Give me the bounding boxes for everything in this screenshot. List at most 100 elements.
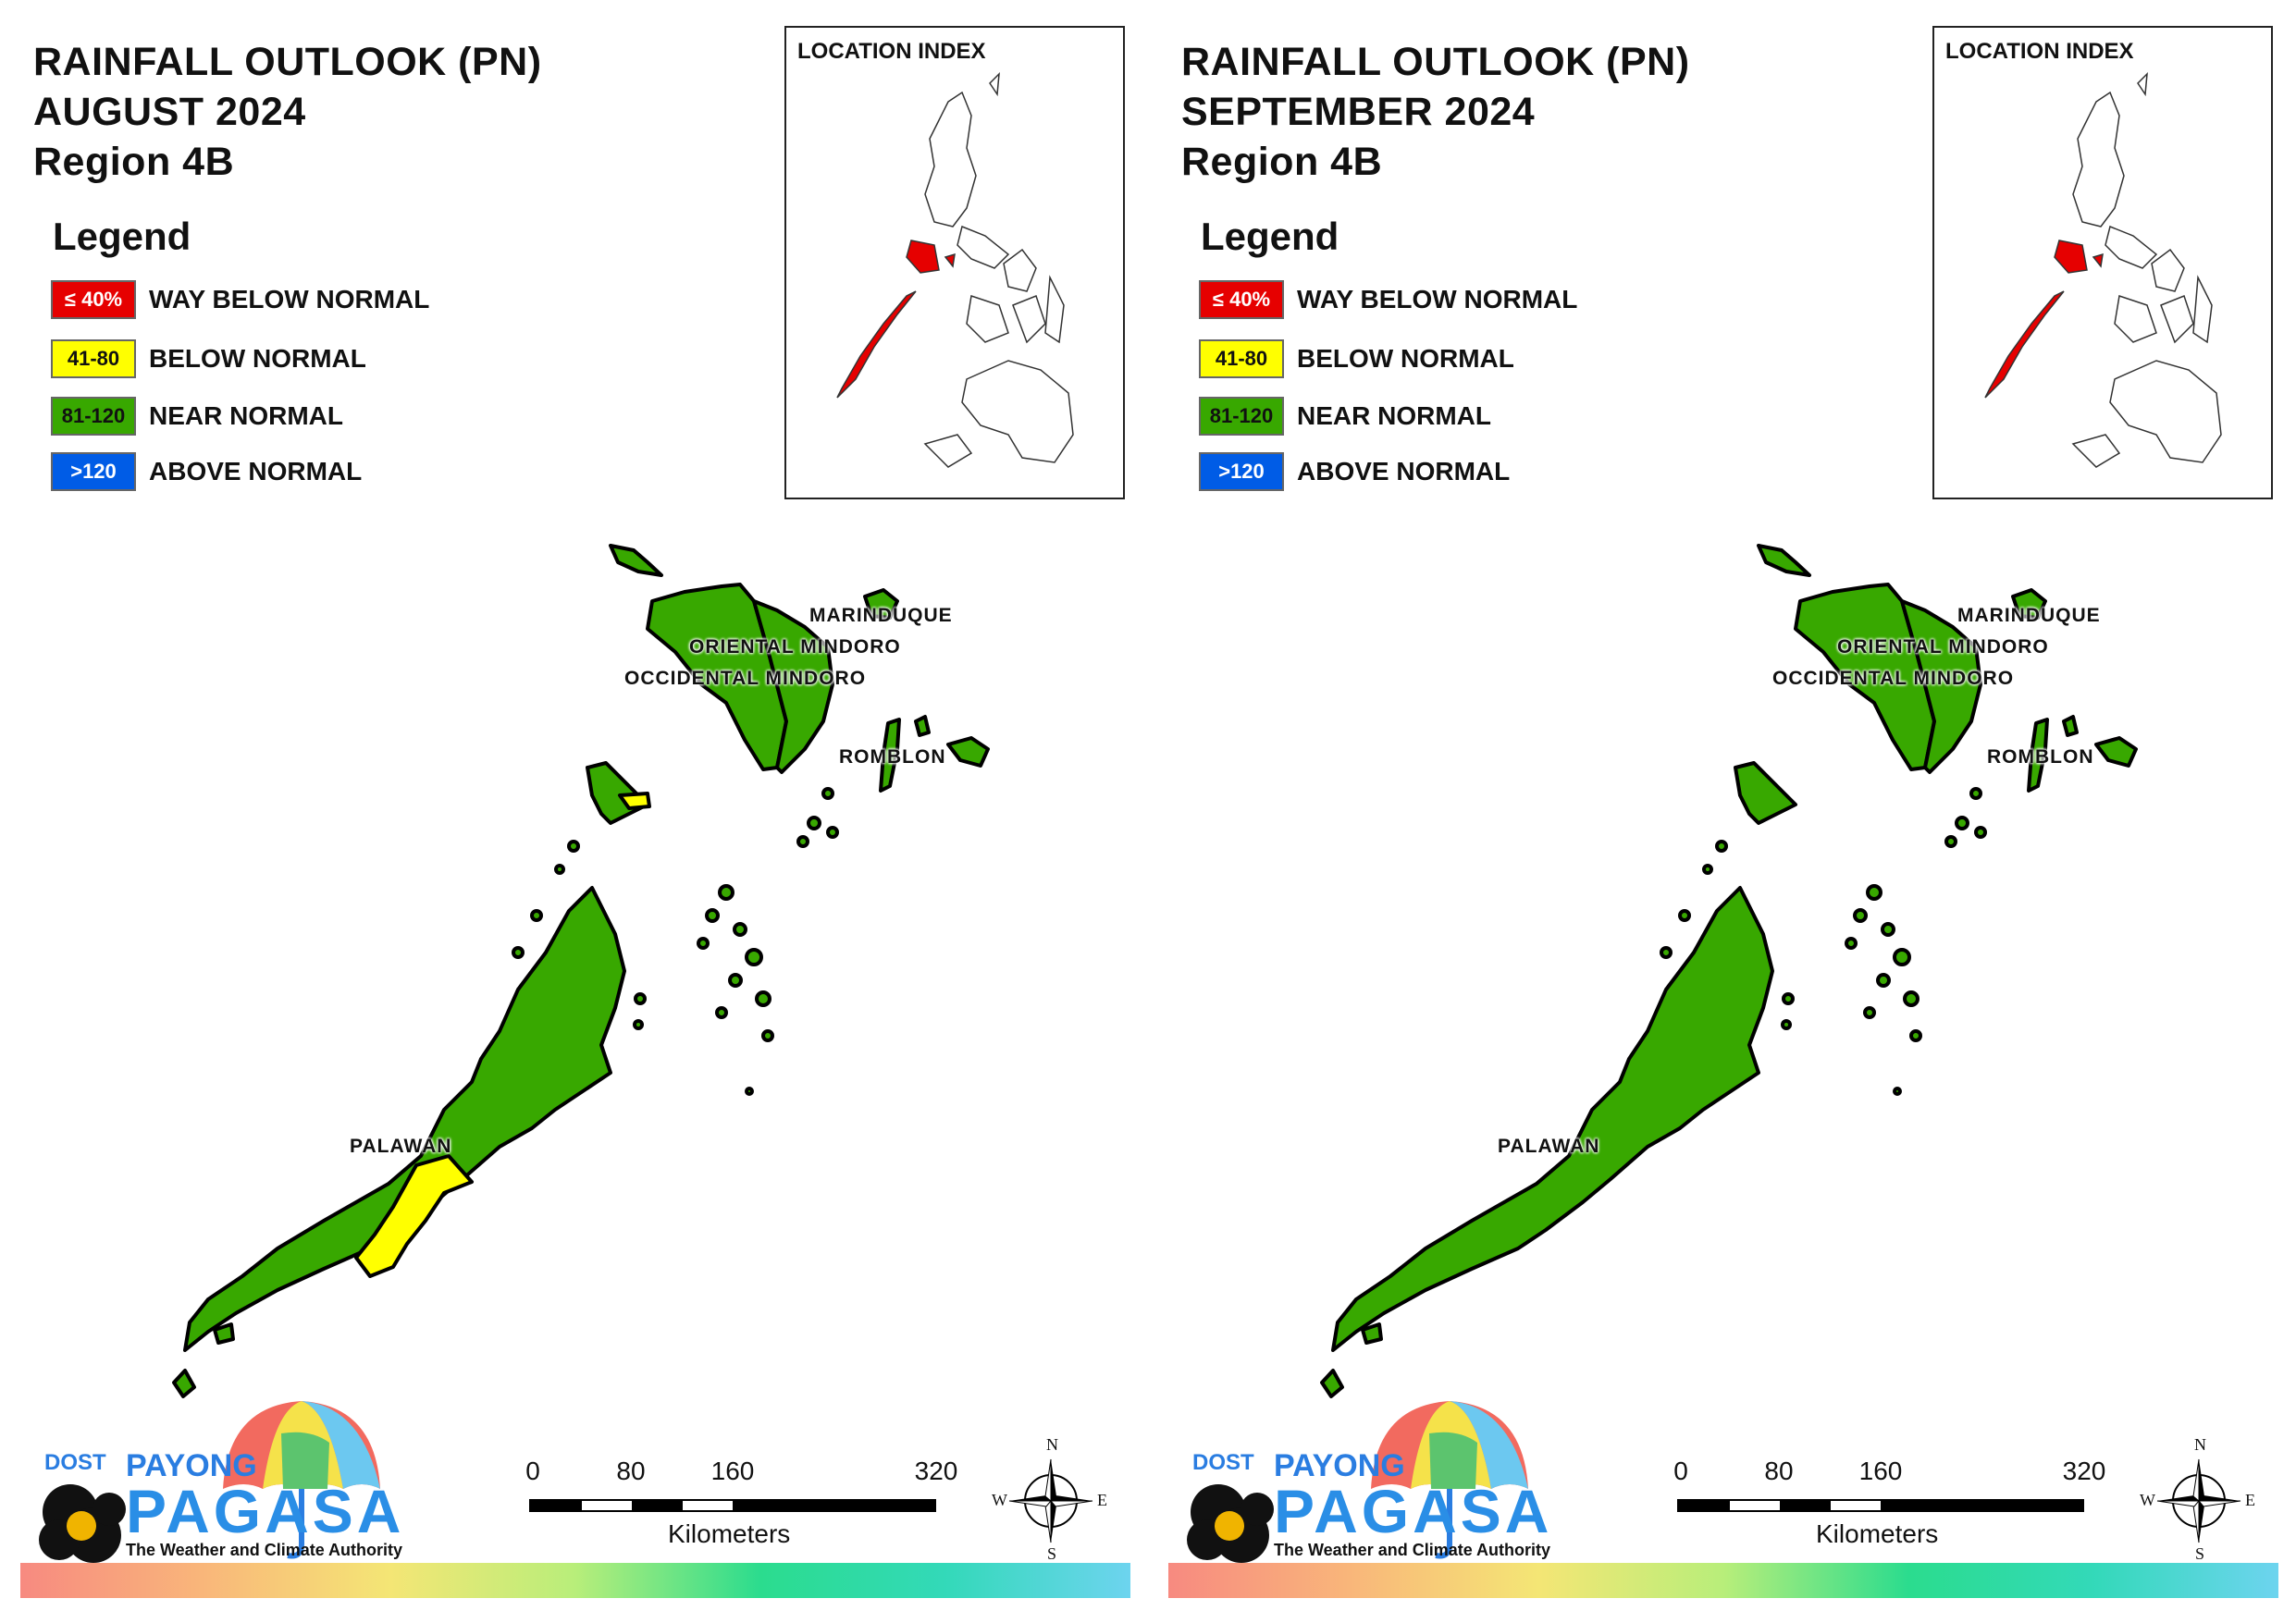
label-oriental-mindoro: ORIENTAL MINDORO — [1837, 636, 2049, 658]
legend-item-near: 81-120 NEAR NORMAL — [51, 396, 343, 436]
balabac-shape — [172, 1369, 196, 1398]
color-gradient-footer — [20, 1563, 1130, 1598]
label-occidental-mindoro: OCCIDENTAL MINDORO — [1772, 668, 2015, 689]
romblon-sibuyan-shape — [946, 736, 990, 768]
title-line-1: RAINFALL OUTLOOK (PN) — [33, 40, 542, 84]
logo-payong-text: PAYONG — [1274, 1448, 1405, 1483]
north-arrow-compass: N E S W — [992, 1435, 1107, 1563]
legend-item-way-below: ≤ 40% WAY BELOW NORMAL — [51, 279, 429, 320]
scale-unit: Kilometers — [668, 1519, 791, 1548]
compass-w: W — [992, 1491, 1007, 1509]
legend-label: ABOVE NORMAL — [1297, 457, 1511, 486]
map-title: RAINFALL OUTLOOK (PN) AUGUST 2024 Region… — [33, 37, 542, 187]
legend-swatch: 81-120 — [51, 397, 136, 436]
legend-item-near: 81-120 NEAR NORMAL — [1199, 396, 1491, 436]
logo-payong-text: PAYONG — [126, 1448, 257, 1483]
legend-label: BELOW NORMAL — [149, 344, 366, 373]
balabac-shape — [1320, 1369, 1344, 1398]
label-romblon: ROMBLON — [1987, 746, 2094, 768]
marinduque-shape — [2011, 588, 2047, 620]
legend-swatch: >120 — [51, 452, 136, 491]
region-4b-map — [172, 544, 990, 1398]
compass-n: N — [1046, 1435, 1058, 1454]
palawan-shape — [183, 886, 626, 1352]
outlook-panel-august: RAINFALL OUTLOOK (PN) AUGUST 2024 Region… — [20, 26, 1130, 1598]
scale-tick: 320 — [2062, 1457, 2106, 1485]
legend-label: WAY BELOW NORMAL — [149, 285, 430, 314]
compass-e: E — [1097, 1491, 1107, 1509]
label-occidental-mindoro: OCCIDENTAL MINDORO — [624, 668, 867, 689]
label-palawan: PALAWAN — [1498, 1136, 1600, 1157]
oriental-mindoro-shape — [1900, 599, 1982, 774]
oriental-mindoro-shape — [752, 599, 834, 774]
logo-dost-text: DOST — [44, 1450, 106, 1475]
color-gradient-footer — [1168, 1563, 2278, 1598]
location-index-title: LOCATION INDEX — [1945, 39, 2134, 64]
compass-s: S — [1047, 1544, 1057, 1563]
map-title: RAINFALL OUTLOOK (PN) SEPTEMBER 2024 Reg… — [1181, 37, 1690, 187]
label-marinduque: MARINDUQUE — [809, 605, 953, 626]
scale-tick: 80 — [1764, 1457, 1794, 1485]
scale-tick: 160 — [1858, 1457, 1903, 1485]
legend-item-above: >120 ABOVE NORMAL — [51, 451, 362, 492]
scale-bar: 0 80 160 320 Kilometers — [1673, 1457, 2105, 1558]
legend-swatch: >120 — [1199, 452, 1284, 491]
compass-rose-icon — [2156, 1458, 2241, 1543]
busuanga-below-normal-zone — [618, 792, 651, 810]
palawan-below-normal-zone — [354, 1154, 474, 1278]
legend-label: BELOW NORMAL — [1297, 344, 1514, 373]
location-index-title: LOCATION INDEX — [797, 39, 986, 64]
label-romblon: ROMBLON — [839, 746, 946, 768]
title-line-2: AUGUST 2024 — [33, 90, 306, 134]
romblon-small-shape — [2062, 715, 2079, 737]
logo-pagasa-text: PAGASA — [1274, 1477, 1553, 1545]
logo-dost-text: DOST — [1192, 1450, 1254, 1475]
scale-bar-graphic — [1677, 1499, 2084, 1512]
logo-pagasa-text: PAGASA — [126, 1477, 405, 1545]
region-4b-map — [1320, 544, 2138, 1398]
marinduque-shape — [863, 588, 899, 620]
bugsuk-shape — [1361, 1322, 1383, 1345]
romblon-tablas-shape — [2027, 718, 2049, 793]
bugsuk-shape — [213, 1322, 235, 1345]
romblon-small-shape — [914, 715, 931, 737]
legend-swatch: 81-120 — [1199, 397, 1284, 436]
location-index-inset: LOCATION INDEX — [1932, 26, 2273, 499]
payong-pagasa-logo: DOST PAYONG PAGASA The Weather and Clima… — [33, 1387, 403, 1572]
location-index-inset: LOCATION INDEX — [784, 26, 1125, 499]
legend-item-below: 41-80 BELOW NORMAL — [51, 338, 366, 379]
lubang-island-shape — [1757, 544, 1811, 577]
legend-swatch: 41-80 — [1199, 339, 1284, 378]
north-arrow-compass: N E S W — [2140, 1435, 2255, 1563]
legend-label: WAY BELOW NORMAL — [1297, 285, 1578, 314]
scale-bar-graphic — [529, 1499, 936, 1512]
scale-bar: 0 80 160 320 Kilometers — [525, 1457, 957, 1558]
title-line-3: Region 4B — [1181, 140, 1383, 184]
logo-tagline: The Weather and Climate Authority — [126, 1541, 403, 1559]
title-line-3: Region 4B — [33, 140, 235, 184]
legend-item-above: >120 ABOVE NORMAL — [1199, 451, 1510, 492]
label-marinduque: MARINDUQUE — [1957, 605, 2101, 626]
lubang-island-shape — [609, 544, 663, 577]
legend-label: ABOVE NORMAL — [149, 457, 363, 486]
scale-tick: 320 — [914, 1457, 958, 1485]
philippines-index-map — [1984, 72, 2222, 468]
umbrella-icon — [39, 1401, 380, 1563]
scale-unit: Kilometers — [1816, 1519, 1939, 1548]
legend-title: Legend — [1201, 215, 1339, 258]
scale-tick: 0 — [1673, 1457, 1688, 1485]
legend-title: Legend — [53, 215, 191, 258]
compass-s: S — [2195, 1544, 2205, 1563]
romblon-tablas-shape — [879, 718, 901, 793]
compass-n: N — [2194, 1435, 2206, 1454]
scale-tick: 0 — [525, 1457, 540, 1485]
legend-swatch: 41-80 — [51, 339, 136, 378]
legend-swatch: ≤ 40% — [1199, 280, 1284, 319]
legend-item-way-below: ≤ 40% WAY BELOW NORMAL — [1199, 279, 1577, 320]
payong-pagasa-logo: DOST PAYONG PAGASA The Weather and Clima… — [1181, 1387, 1551, 1572]
title-line-1: RAINFALL OUTLOOK (PN) — [1181, 40, 1690, 84]
label-oriental-mindoro: ORIENTAL MINDORO — [689, 636, 901, 658]
legend-swatch: ≤ 40% — [51, 280, 136, 319]
legend-label: NEAR NORMAL — [149, 401, 343, 430]
title-line-2: SEPTEMBER 2024 — [1181, 90, 1536, 134]
